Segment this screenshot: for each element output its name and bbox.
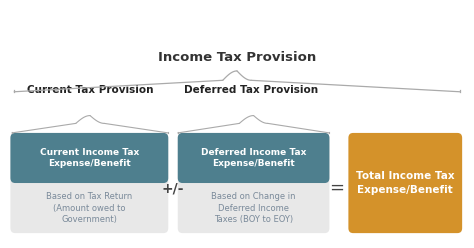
Text: Deferred Income Tax
Expense/Benefit: Deferred Income Tax Expense/Benefit	[201, 148, 306, 168]
FancyBboxPatch shape	[10, 133, 168, 233]
Text: Current Income Tax
Expense/Benefit: Current Income Tax Expense/Benefit	[40, 148, 139, 168]
Text: Based on Change in
Deferred Income
Taxes (BOY to EOY): Based on Change in Deferred Income Taxes…	[211, 192, 296, 224]
Text: +/-: +/-	[161, 181, 184, 195]
Text: Current Tax Provision: Current Tax Provision	[27, 85, 153, 95]
Text: =: =	[329, 179, 344, 197]
FancyBboxPatch shape	[178, 133, 329, 183]
FancyBboxPatch shape	[178, 133, 329, 233]
Text: Income Tax Provision: Income Tax Provision	[158, 52, 316, 64]
Text: Total Income Tax
Expense/Benefit: Total Income Tax Expense/Benefit	[356, 171, 455, 195]
Text: Deferred Tax Provision: Deferred Tax Provision	[184, 85, 318, 95]
Text: Based on Tax Return
(Amount owed to
Government): Based on Tax Return (Amount owed to Gove…	[46, 192, 132, 224]
FancyBboxPatch shape	[348, 133, 462, 233]
FancyBboxPatch shape	[10, 133, 168, 183]
